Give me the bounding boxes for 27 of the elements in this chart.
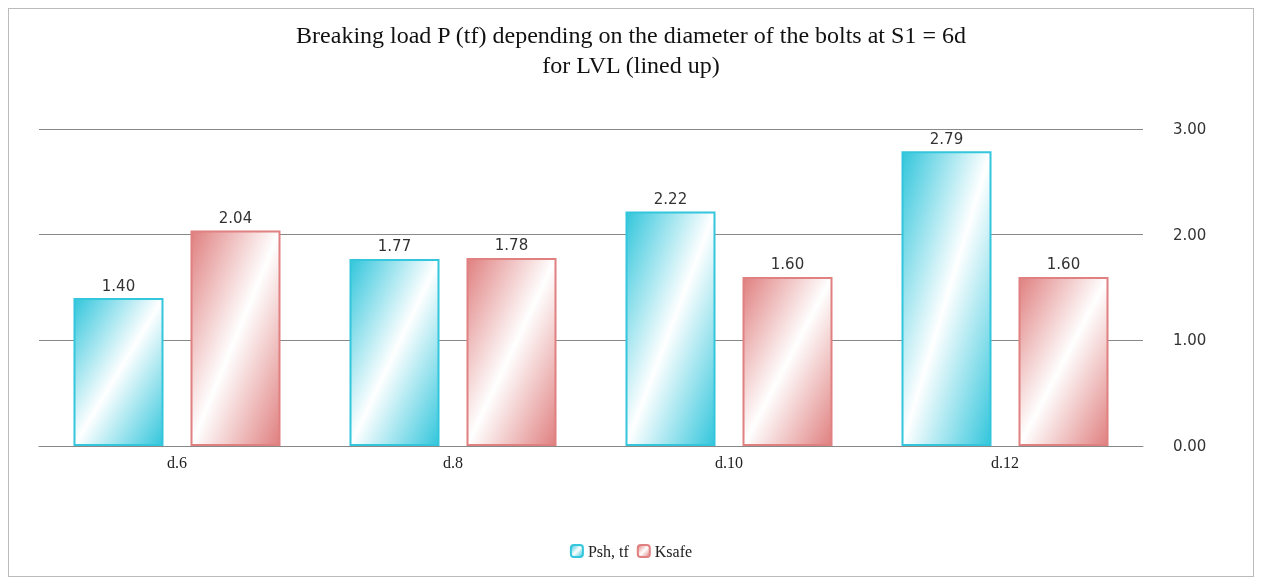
x-tick-label: d.12 <box>991 453 1019 471</box>
y-tick-label: 0.00 <box>1173 437 1207 455</box>
x-tick-label: d.6 <box>167 453 187 471</box>
data-label: 2.04 <box>218 208 253 227</box>
y-tick-label: 1.00 <box>1173 331 1207 350</box>
bar <box>190 230 281 446</box>
bar <box>1018 276 1109 446</box>
legend-label: Ksafe <box>654 542 693 560</box>
y-tick-label: 2.00 <box>1173 225 1207 244</box>
bar <box>901 151 992 446</box>
bar <box>742 276 833 446</box>
bar <box>466 257 557 446</box>
data-label: 2.22 <box>653 189 688 208</box>
data-label: 1.60 <box>770 255 805 274</box>
legend-label: Psh, tf <box>587 542 630 560</box>
x-tick-label: d.8 <box>443 453 463 471</box>
y-tick-label: 3.00 <box>1173 120 1207 138</box>
chart-title: Breaking load P (tf) depending on the diameter of the bolts at S1 = 6d for LVL (lined up) <box>296 22 966 78</box>
bar <box>349 258 440 446</box>
bar <box>625 211 716 446</box>
data-label: 1.40 <box>101 276 136 295</box>
data-label: 2.79 <box>929 129 964 148</box>
data-label: 1.60 <box>1046 255 1081 274</box>
data-label: 1.77 <box>377 237 412 256</box>
x-tick-label: d.10 <box>715 453 743 471</box>
bar <box>73 298 164 446</box>
data-label: 1.78 <box>494 236 529 255</box>
